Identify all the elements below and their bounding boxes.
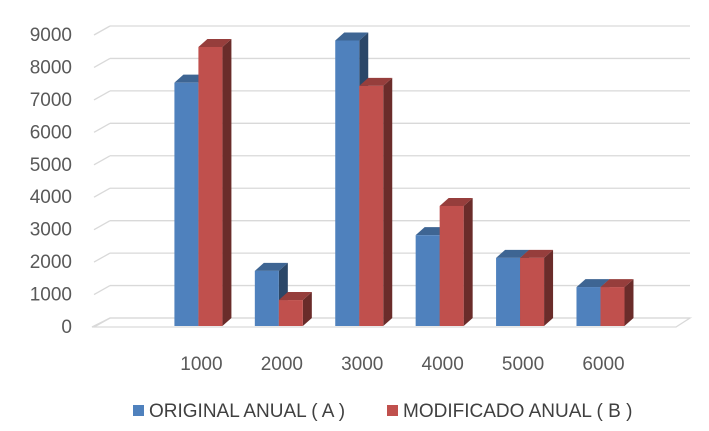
y-tick-label: 3000 [30,220,72,241]
bar-top-modificado-5000 [520,249,554,258]
bar-modificado-6000 [600,287,625,326]
x-axis-ticks: 1000 2000 3000 4000 5000 6000 [180,354,624,375]
bar-side-modificado-6000 [624,279,634,326]
y-tick-label: 0 [61,317,72,338]
legend-swatch-modificado [387,405,398,416]
legend-label-modificado: MODIFICADO ANUAL ( B ) [403,401,632,422]
legend-label-original: ORIGINAL ANUAL ( A ) [149,401,345,422]
y-tick-label: 2000 [30,252,72,273]
bar-modificado-2000 [278,300,303,326]
y-tick-label: 6000 [30,122,72,143]
bar-modificado-3000 [359,85,384,327]
y-axis-ticks: 0 1000 2000 3000 4000 5000 6000 7000 8000 9000 [30,25,72,338]
x-tick-label: 6000 [582,354,624,375]
x-tick-label: 4000 [422,354,464,375]
bar-top-modificado-4000 [439,197,473,206]
bar-side-modificado-4000 [463,197,473,326]
legend: ORIGINAL ANUAL ( A ) MODIFICADO ANUAL ( … [133,401,632,422]
bar-top-modificado-6000 [600,279,634,288]
bar-original-6000 [576,287,601,326]
gridline-side-8000 [93,57,111,69]
bar-original-2000 [254,270,279,326]
bar-top-modificado-1000 [198,38,232,47]
chart-floor [91,317,693,328]
bar-top-original-3000 [335,32,369,41]
y-tick-label: 8000 [30,57,72,78]
x-tick-label: 5000 [502,354,544,375]
bar-side-modificado-3000 [383,77,393,327]
bar-original-3000 [335,40,360,326]
x-tick-label: 2000 [261,354,303,375]
gridline-side-1000 [93,284,111,296]
bar-top-modificado-2000 [278,292,312,301]
bar-top-original-2000 [254,262,288,271]
bar-modificado-5000 [520,257,545,326]
bar-top-original-5000 [496,249,530,258]
y-tick-label: 7000 [30,90,72,111]
bars [174,32,634,327]
gridline-side-2000 [93,252,111,263]
bar-side-modificado-1000 [222,38,232,326]
gridline-side-5000 [93,155,111,166]
bar-side-modificado-5000 [544,249,554,326]
legend-swatch-original [133,405,144,416]
gridline-side-4000 [93,187,111,198]
y-tick-label: 9000 [30,25,72,46]
gridline-side-6000 [93,122,111,133]
bar-modificado-4000 [439,205,464,326]
bar-original-4000 [415,235,440,326]
y-tick-label: 4000 [30,187,72,208]
gridline-side-3000 [93,220,111,231]
bar-top-modificado-3000 [359,77,393,86]
y-tick-label: 5000 [30,155,72,176]
x-tick-label: 1000 [180,354,222,375]
x-tick-label: 3000 [341,354,383,375]
bar-top-original-6000 [576,279,610,288]
bar-original-5000 [496,257,521,326]
gridline-side-9000 [93,25,111,36]
gridline-side-7000 [93,90,111,101]
y-tick-label: 1000 [30,285,72,306]
bar-side-modificado-2000 [302,292,312,326]
bar-modificado-1000 [198,46,223,326]
bar-original-1000 [174,82,199,327]
